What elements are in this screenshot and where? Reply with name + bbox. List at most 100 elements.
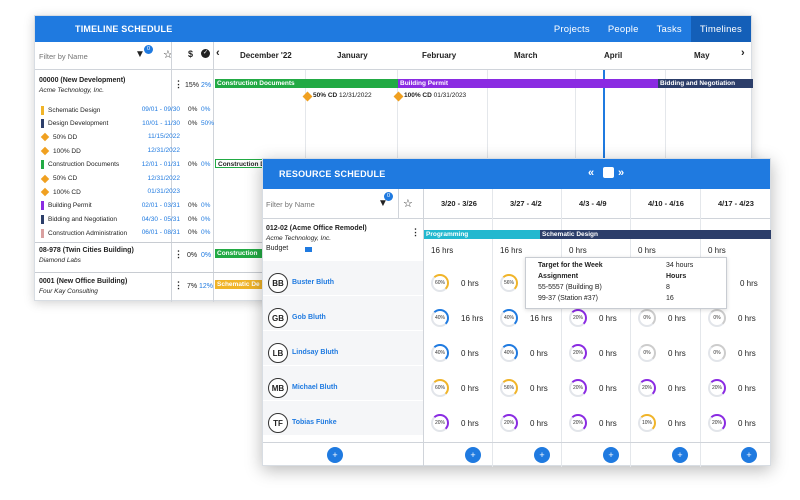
person-hours: 0 hrs — [599, 384, 617, 393]
task-row[interactable]: 50% CD — [40, 173, 171, 185]
filter-icon[interactable]: ▼ — [378, 198, 388, 209]
task-row[interactable]: Bidding and Negotiation — [41, 214, 171, 226]
budget-hours-value: 0 hrs — [569, 246, 587, 255]
person-name[interactable]: Tobias Fünke — [292, 419, 337, 426]
person-hours: 0 hrs — [738, 384, 756, 393]
person-name[interactable]: Gob Bluth — [292, 314, 326, 321]
person-hours: 0 hrs — [599, 349, 617, 358]
tab-people[interactable]: People — [607, 23, 639, 35]
add-person-icon[interactable]: + — [327, 447, 343, 463]
filter-input[interactable] — [266, 196, 366, 212]
project-name[interactable]: 012-02 (Acme Office Remodel) — [266, 225, 367, 232]
tab-projects[interactable]: Projects — [553, 23, 590, 35]
person-row — [263, 401, 423, 436]
person-hours: 0 hrs — [668, 419, 686, 428]
project-menu-icon[interactable]: ⋮ — [174, 280, 183, 290]
tab-timelines[interactable]: Timelines — [690, 16, 751, 42]
task-dates: 04/30 - 05/31 — [141, 215, 180, 223]
add-person-icon[interactable]: + — [741, 447, 757, 463]
month-label: February — [422, 51, 457, 60]
person-hours: 0 hrs — [738, 349, 756, 358]
calendar-icon[interactable] — [603, 167, 614, 178]
person-name[interactable]: Michael Bluth — [292, 384, 338, 391]
task-pct: 0% — [188, 229, 198, 237]
timeline-toolbar: ▼ 0 ☆ $ ✓ ‹ › December '22 January Febru… — [35, 42, 751, 70]
person-row — [263, 296, 423, 331]
add-person-icon[interactable]: + — [603, 447, 619, 463]
project-menu-icon[interactable]: ⋮ — [174, 249, 183, 259]
task-row[interactable]: Construction Documents — [41, 159, 171, 171]
prev-arrow-icon[interactable]: ‹ — [216, 47, 220, 59]
gantt-bar-construction[interactable]: Construction — [215, 249, 265, 258]
project-name[interactable]: 08-978 (Twin Cities Building) — [39, 247, 134, 254]
star-icon[interactable]: ☆ — [163, 49, 173, 61]
phase-bar-schematic[interactable]: Schematic Design — [540, 230, 771, 239]
task-dates: 11/15/2022 — [147, 133, 180, 141]
task-row[interactable]: 100% CD — [40, 186, 171, 198]
task-name: 100% CD — [53, 188, 81, 196]
utilization-ring: 40% — [500, 344, 518, 362]
project-client: Diamond Labs — [39, 257, 81, 264]
task-pct: 0% — [188, 215, 198, 223]
next-double-icon[interactable]: » — [618, 167, 625, 179]
milestone-label: 50% CD 12/31/2022 — [313, 92, 372, 99]
project-menu-icon[interactable]: ⋮ — [411, 227, 420, 237]
avatar: MB — [268, 378, 288, 398]
budget-icon — [305, 247, 312, 252]
task-pct2: 0% — [201, 201, 211, 209]
divider — [171, 42, 172, 302]
task-pct2: 0% — [201, 106, 211, 113]
utilization-ring: 0% — [708, 344, 726, 362]
filter-icon[interactable]: ▼ — [135, 49, 145, 60]
add-person-icon[interactable]: + — [672, 447, 688, 463]
project-menu-icon[interactable]: ⋮ — [174, 79, 183, 89]
gantt-bar-schematic[interactable]: Schematic De — [215, 280, 265, 289]
gantt-bar-bidding[interactable]: Bidding and Negotiation — [658, 79, 753, 88]
project-name[interactable]: 0001 (New Office Building) — [39, 278, 128, 285]
person-hours: 16 hrs — [461, 314, 484, 323]
month-label: March — [514, 51, 538, 60]
task-row[interactable]: Design Development — [41, 118, 171, 130]
project-name[interactable]: 00000 (New Development) — [39, 77, 126, 84]
person-hours: 0 hrs — [461, 349, 479, 358]
task-row[interactable]: Construction Administration — [41, 227, 171, 239]
divider — [213, 42, 214, 302]
task-row[interactable]: 100% DD — [40, 145, 171, 157]
week-header: 4/3 - 4/9 — [579, 199, 607, 208]
task-name: Bidding and Negotiation — [48, 216, 118, 224]
task-row[interactable]: Schematic Design — [41, 104, 171, 116]
person-hours: 0 hrs — [530, 419, 548, 428]
avatar: GB — [268, 308, 288, 328]
utilization-ring: 20% — [708, 379, 726, 397]
person-hours: 0 hrs — [461, 279, 479, 288]
tooltip-title: Target for the Week — [538, 262, 603, 269]
gantt-bar-building-permit[interactable]: Building Permit — [398, 79, 658, 88]
filter-input[interactable] — [39, 48, 127, 64]
gantt-bar-construction-documents[interactable]: Construction Documents — [215, 79, 398, 88]
next-arrow-icon[interactable]: › — [741, 47, 745, 59]
person-name[interactable]: Lindsay Bluth — [292, 349, 339, 356]
add-person-icon[interactable]: + — [534, 447, 550, 463]
task-pct: 0% — [188, 119, 198, 127]
prev-double-icon[interactable]: « — [588, 167, 595, 179]
project-pct: 7% — [187, 283, 198, 290]
utilization-ring: 0% — [638, 344, 656, 362]
phase-bar-programming[interactable]: Programming — [424, 230, 540, 239]
month-label: April — [604, 51, 623, 60]
add-person-icon[interactable]: + — [465, 447, 481, 463]
person-hours: 16 hrs — [530, 314, 553, 323]
task-row[interactable]: Building Permit — [41, 200, 171, 212]
utilization-ring: 40% — [431, 309, 449, 327]
star-icon[interactable]: ☆ — [403, 198, 413, 210]
utilization-ring: 20% — [638, 379, 656, 397]
utilization-ring: 60% — [431, 274, 449, 292]
person-name[interactable]: Buster Bluth — [292, 279, 334, 286]
avatar: BB — [268, 273, 288, 293]
divider — [700, 189, 701, 467]
milestone-icon[interactable] — [393, 91, 404, 102]
tab-tasks[interactable]: Tasks — [656, 23, 682, 35]
task-name: Schematic Design — [48, 106, 101, 114]
tooltip-target: 34 hours — [666, 262, 694, 269]
task-row[interactable]: 50% DD — [40, 131, 171, 143]
tooltip-row-hours: 8 — [666, 284, 670, 291]
